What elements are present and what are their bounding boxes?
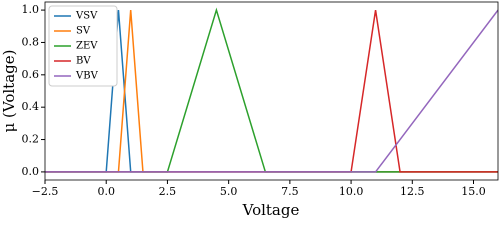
legend-label: VSV (75, 11, 98, 22)
y-tick-label: 0.8 (22, 35, 40, 48)
x-tick-label: 5.0 (220, 185, 238, 198)
x-tick-label: 15.0 (461, 185, 486, 198)
y-tick-label: 0.2 (22, 133, 40, 146)
legend-label: VBV (75, 71, 99, 82)
x-tick-label: −2.5 (32, 185, 59, 198)
page: Voltage μ (Voltage) −2.5 0.0 2.5 5.0 7.5 10.0… (0, 1, 499, 219)
x-tick-label: 10.0 (339, 185, 364, 198)
y-tick-label: 0.6 (22, 68, 40, 81)
x-tick-label: 12.5 (400, 185, 425, 198)
x-tick-label: 2.5 (159, 185, 177, 198)
y-tick-label: 0.4 (22, 100, 40, 113)
plot-frame (44, 1, 499, 181)
x-tick-label: 7.5 (281, 185, 299, 198)
legend-label: BV (76, 56, 91, 67)
x-tick-label: 0.0 (97, 185, 115, 198)
legend-box (48, 5, 118, 87)
x-axis-title: Voltage (242, 201, 300, 219)
chart: Voltage μ (Voltage) −2.5 0.0 2.5 5.0 7.5 10.0… (0, 1, 499, 219)
series-line (45, 9, 498, 173)
y-tick-label: 0.0 (22, 165, 40, 178)
legend-label: SV (76, 26, 91, 37)
legend-label: ZEV (76, 41, 98, 52)
y-tick-label: 1.0 (22, 3, 40, 16)
y-axis-title: μ (Voltage) (0, 50, 18, 133)
